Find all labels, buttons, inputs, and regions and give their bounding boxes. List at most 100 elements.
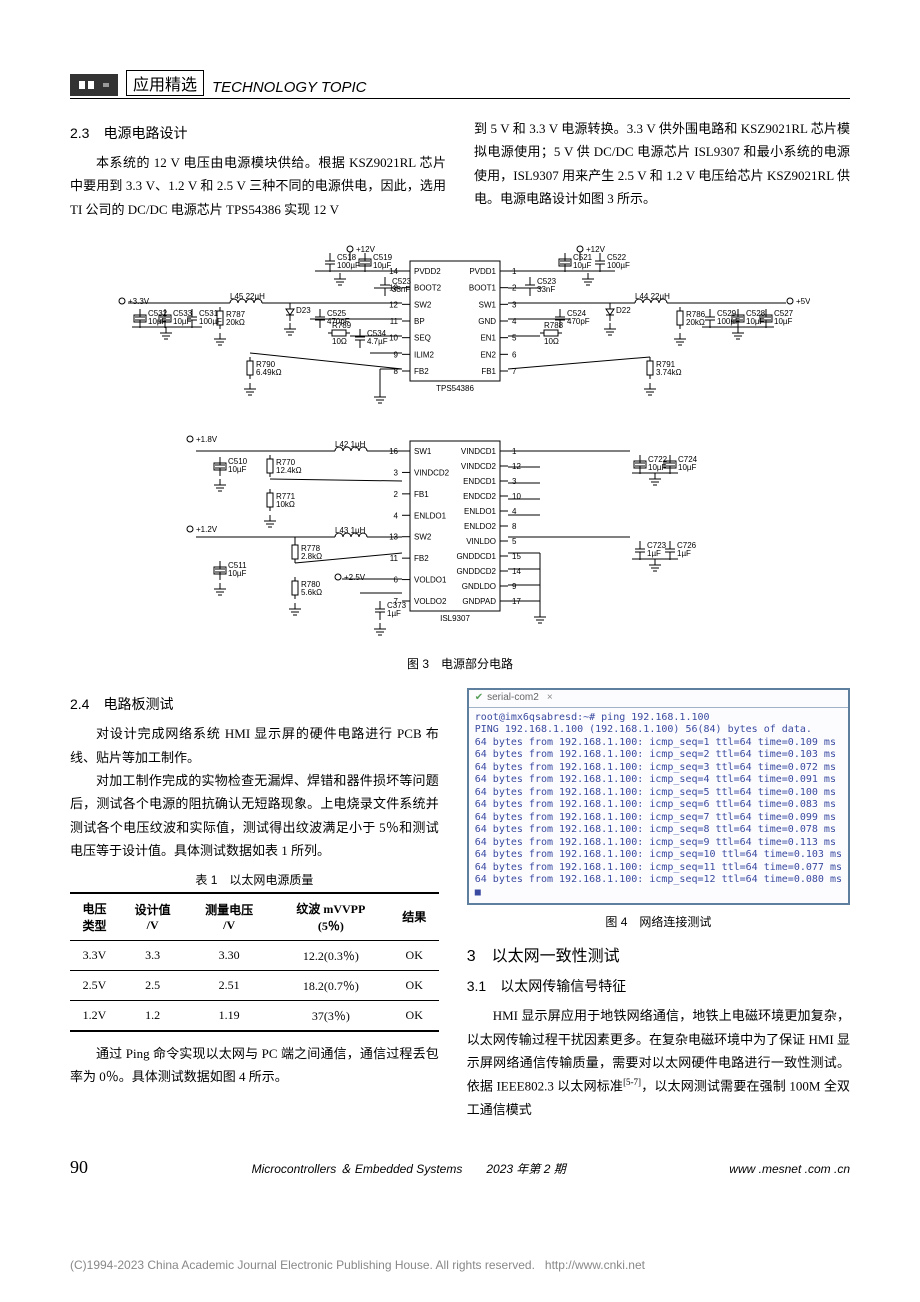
terminal-tab: ✔ serial-com2 ×	[469, 690, 848, 708]
svg-text:2: 2	[394, 490, 399, 499]
table-header: 纹波 mVVPP(5％)	[272, 893, 390, 941]
svg-text:1µF: 1µF	[647, 549, 661, 558]
table-row: 3.3V3.33.3012.2(0.3％)OK	[70, 940, 439, 970]
para-2-3-a: 本系统的 12 V 电压由电源模块供给。根据 KSZ9021RL 芯片中要用到 …	[70, 151, 446, 221]
para-2-4-a: 对设计完成网络系统 HMI 显示屏的硬件电路进行 PCB 布线、贴片等加工制作。	[70, 722, 439, 769]
svg-text:5.6kΩ: 5.6kΩ	[301, 588, 322, 597]
table-header: 测量电压/V	[186, 893, 272, 941]
svg-text:BOOT2: BOOT2	[414, 284, 442, 293]
svg-text:GND: GND	[478, 317, 496, 326]
svg-text:ENDCD2: ENDCD2	[463, 492, 496, 501]
svg-text:5: 5	[512, 537, 517, 546]
svg-text:ENLDO2: ENLDO2	[464, 522, 497, 531]
svg-text:ENLDO1: ENLDO1	[414, 511, 447, 520]
table-row: 2.5V2.52.5118.2(0.7％)OK	[70, 970, 439, 1000]
svg-text:10µF: 10µF	[774, 317, 793, 326]
svg-text:5: 5	[512, 334, 517, 343]
svg-text:PVDD1: PVDD1	[469, 267, 496, 276]
svg-text:ISL9307: ISL9307	[440, 614, 470, 623]
svg-text:ENLDO1: ENLDO1	[464, 507, 497, 516]
svg-text:14: 14	[512, 567, 521, 576]
svg-text:+5V: +5V	[796, 297, 810, 306]
svg-text:VINDCD2: VINDCD2	[461, 462, 497, 471]
svg-text:100µF: 100µF	[337, 261, 360, 270]
svg-text:ILIM2: ILIM2	[414, 351, 435, 360]
figure-3-caption: 图 3 电源部分电路	[70, 655, 850, 672]
svg-text:4.7µF: 4.7µF	[367, 337, 388, 346]
svg-text:SW1: SW1	[479, 301, 497, 310]
svg-text:10: 10	[389, 334, 398, 343]
page-footer: 90 Microcontrollers ＆ Embedded Systems 2…	[70, 1157, 850, 1178]
svg-text:+1.2V: +1.2V	[196, 525, 218, 534]
svg-text:GNDLDO: GNDLDO	[462, 582, 496, 591]
terminal-tab-label: serial-com2	[487, 692, 539, 705]
table-row: 1.2V1.21.1937(3％)OK	[70, 1000, 439, 1031]
svg-text:33nF: 33nF	[537, 285, 555, 294]
svg-text:4: 4	[394, 511, 399, 520]
svg-text:BOOT1: BOOT1	[469, 284, 497, 293]
svg-text:VOLDO2: VOLDO2	[414, 597, 447, 606]
figure-3: TPS54386PVDD214BOOT213SW212BP11SEQ10ILIM…	[70, 237, 850, 672]
svg-text:4: 4	[512, 317, 517, 326]
figure-4-caption: 图 4 网络连接测试	[467, 913, 850, 930]
power-schematic: TPS54386PVDD214BOOT213SW212BP11SEQ10ILIM…	[106, 237, 814, 645]
svg-text:10: 10	[512, 492, 521, 501]
svg-text:10Ω: 10Ω	[544, 337, 559, 346]
svg-text:20kΩ: 20kΩ	[686, 318, 705, 327]
svg-text:1µF: 1µF	[387, 609, 401, 618]
svg-text:10µF: 10µF	[228, 465, 247, 474]
svg-text:EN1: EN1	[480, 334, 496, 343]
svg-text:6: 6	[394, 576, 399, 585]
section-category: 应用精选	[126, 70, 204, 96]
svg-text:GNDDCD1: GNDDCD1	[456, 552, 496, 561]
svg-text:TPS54386: TPS54386	[436, 384, 474, 393]
svg-text:PVDD2: PVDD2	[414, 267, 441, 276]
svg-text:10µF: 10µF	[573, 261, 592, 270]
svg-text:BP: BP	[414, 317, 425, 326]
svg-text:1µF: 1µF	[677, 549, 691, 558]
svg-text:GNDDCD2: GNDDCD2	[456, 567, 496, 576]
svg-text:10kΩ: 10kΩ	[276, 500, 295, 509]
svg-text:GNDPAD: GNDPAD	[462, 597, 496, 606]
close-icon: ×	[547, 692, 553, 705]
terminal-window: ✔ serial-com2 × root@imx6qsabresd:~# pin…	[467, 688, 850, 905]
svg-text:6: 6	[512, 351, 517, 360]
svg-text:9: 9	[512, 582, 517, 591]
svg-text:2.8kΩ: 2.8kΩ	[301, 552, 322, 561]
svg-text:12.4kΩ: 12.4kΩ	[276, 466, 302, 475]
svg-text:SW2: SW2	[414, 533, 432, 542]
svg-text:3.74kΩ: 3.74kΩ	[656, 368, 682, 377]
para-2-4-c: 通过 Ping 命令实现以太网与 PC 端之间通信，通信过程丢包率为 0％。具体…	[70, 1042, 439, 1089]
svg-text:EN2: EN2	[480, 351, 496, 360]
svg-text:FB1: FB1	[414, 490, 429, 499]
svg-text:3: 3	[394, 469, 399, 478]
svg-text:+3.3V: +3.3V	[128, 297, 150, 306]
para-2-4-b: 对加工制作完成的实物检查无漏焊、焊错和器件损坏等问题后，测试各个电源的阻抗确认无…	[70, 769, 439, 863]
svg-text:10µF: 10µF	[373, 261, 392, 270]
table-header: 电压类型	[70, 893, 119, 941]
svg-text:3: 3	[512, 477, 517, 486]
svg-text:10µF: 10µF	[678, 463, 697, 472]
svg-text:ENDCD1: ENDCD1	[463, 477, 496, 486]
svg-text:VOLDO1: VOLDO1	[414, 576, 447, 585]
heading-3-1: 3.1 以太网传输信号特征	[467, 976, 850, 996]
svg-text:11: 11	[390, 317, 399, 326]
heading-2-3: 2.3 电源电路设计	[70, 123, 446, 143]
page-number: 90	[70, 1157, 88, 1178]
table-1: 电压类型设计值/V测量电压/V纹波 mVVPP(5％)结果 3.3V3.33.3…	[70, 892, 439, 1032]
heading-3: 3 以太网一致性测试	[467, 942, 850, 966]
svg-text:8: 8	[512, 522, 517, 531]
svg-text:3: 3	[512, 301, 517, 310]
logo-mark	[70, 74, 118, 96]
svg-text:VINDCD2: VINDCD2	[414, 469, 450, 478]
svg-text:SW1: SW1	[414, 447, 432, 456]
svg-text:33nF: 33nF	[392, 285, 410, 294]
svg-text:470pF: 470pF	[567, 317, 590, 326]
para-2-3-b: 到 5 V 和 3.3 V 电源转换。3.3 V 供外围电路和 KSZ9021R…	[474, 117, 850, 211]
table-1-caption: 表 1 以太网电源质量	[70, 871, 439, 888]
svg-text:12: 12	[389, 301, 398, 310]
section-topic: TECHNOLOGY TOPIC	[212, 79, 366, 96]
svg-text:9: 9	[394, 351, 399, 360]
svg-text:10µF: 10µF	[228, 569, 247, 578]
svg-text:+2.5V: +2.5V	[344, 573, 366, 582]
